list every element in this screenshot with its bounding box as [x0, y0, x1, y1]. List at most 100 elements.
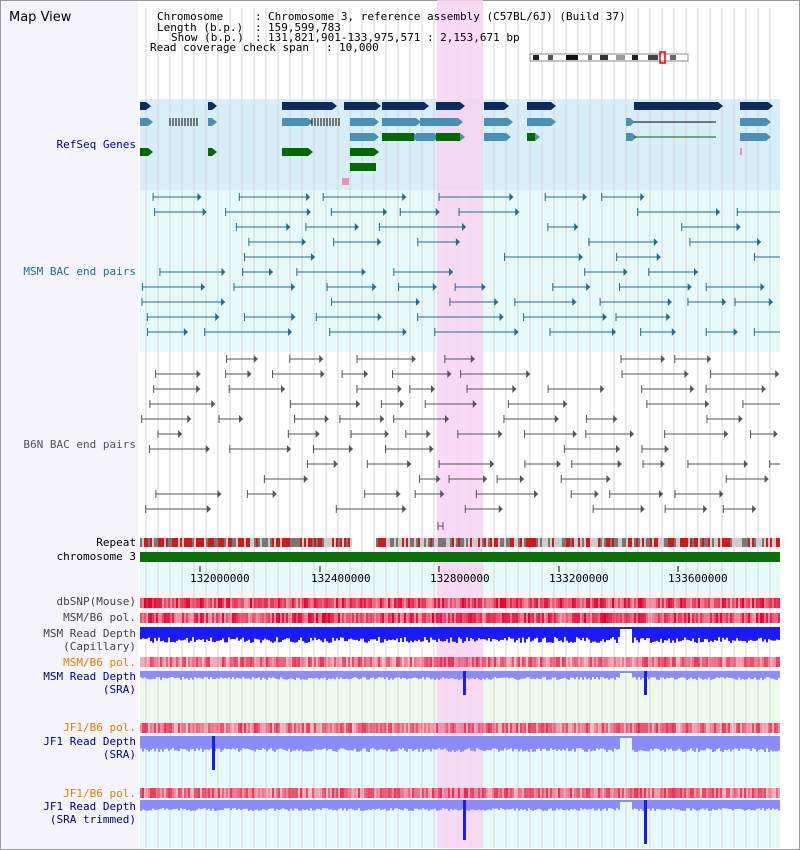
track-label-b6n-bac[interactable]: B6N BAC end pairs: [23, 438, 136, 451]
msm-sra-depth-bar: [424, 671, 426, 680]
jf1-sra-depth-bar: [454, 736, 456, 752]
msm-capillary-depth-bar: [756, 627, 758, 641]
jf1-pol-heat-cell: [606, 723, 608, 733]
track-label-refseq[interactable]: RefSeq Genes: [56, 138, 136, 151]
msm-pol-heat-cell: [210, 657, 212, 667]
jf1-pol-heat-cell: [536, 723, 538, 733]
jf1-pol-heat-cell: [342, 788, 344, 798]
track-label-jf1-pol-2[interactable]: JF1/B6 pol.: [63, 787, 136, 800]
msm-sra-depth-bar: [602, 671, 604, 678]
msm-capillary-depth-bar: [468, 627, 470, 642]
jf1-trimmed-depth-bar: [140, 800, 142, 811]
jf1-trimmed-depth-bar: [680, 800, 682, 811]
msm-pol-heat-cell: [584, 657, 586, 667]
gene-feature: [382, 118, 416, 126]
msm-pol-heat-cell: [562, 613, 564, 623]
jf1-sra-depth-bar: [504, 736, 506, 749]
repeat-element: [610, 538, 612, 547]
repeat-element: [202, 538, 204, 547]
jf1-sra-depth-bar: [194, 736, 196, 752]
msm-pol-heat-cell: [286, 613, 288, 623]
msm-capillary-depth-bar: [338, 627, 340, 641]
track-label-dbsnp[interactable]: dbSNP(Mouse): [56, 595, 136, 608]
jf1-pol-heat-cell: [166, 788, 168, 798]
jf1-pol-heat-cell: [438, 723, 440, 733]
gene-feature: [140, 118, 148, 126]
msm-pol-heat-cell: [544, 657, 546, 667]
msm-pol-heat-cell: [360, 657, 362, 667]
msm-sra-depth-bar: [218, 671, 220, 679]
track-label-msm-pol-2[interactable]: MSM/B6 pol.: [63, 656, 136, 669]
jf1-pol-heat-cell: [318, 788, 320, 798]
jf1-pol-heat-cell: [706, 788, 708, 798]
msm-pol-heat-cell: [620, 657, 622, 667]
track-label-jf1-depth-trimmed[interactable]: JF1 Read Depth: [43, 800, 136, 813]
msm-sra-depth-bar: [732, 671, 734, 679]
track-label-msm-depth-sra[interactable]: MSM Read Depth: [43, 670, 136, 683]
b6n-bac-pair-end: [440, 490, 445, 498]
jf1-pol-heat-cell: [336, 788, 338, 798]
msm-bac-pair-end: [215, 313, 220, 321]
jf1-sra-depth-bar: [500, 736, 502, 751]
jf1-sra-depth-bar: [242, 736, 244, 749]
msm-sra-depth-bar: [442, 671, 444, 678]
msm-pol-heat-cell: [596, 657, 598, 667]
dbsnp-heat-cell: [300, 598, 302, 608]
jf1-sra-depth-bar: [650, 736, 652, 749]
repeat-element: [630, 538, 632, 547]
jf1-pol-heat-cell: [646, 723, 648, 733]
jf1-sra-depth-bar: [634, 736, 636, 752]
msm-pol-heat-cell: [384, 657, 386, 667]
msm-sra-depth-bar: [458, 671, 460, 680]
jf1-trimmed-depth-bar: [492, 800, 494, 809]
jf1-trimmed-depth-bar: [290, 800, 292, 809]
msm-pol-heat-cell: [666, 657, 668, 667]
msm-sra-depth-bar: [522, 671, 524, 679]
msm-pol-heat-cell: [502, 657, 504, 667]
jf1-pol-heat-cell: [164, 723, 166, 733]
repeat-element: [218, 538, 220, 547]
jf1-trimmed-depth-bar: [630, 800, 632, 802]
msm-capillary-depth-bar: [158, 627, 160, 638]
msm-pol-heat-cell: [762, 657, 764, 667]
msm-capillary-depth-bar: [620, 627, 622, 629]
jf1-pol-heat-cell: [246, 723, 248, 733]
jf1-trimmed-depth-bar: [146, 800, 148, 811]
msm-pol-heat-cell: [676, 613, 678, 623]
jf1-trimmed-depth-bar: [634, 800, 636, 809]
jf1-sra-depth-bar: [666, 736, 668, 749]
msm-pol-heat-cell: [450, 657, 452, 667]
axis-tick-label: 132800000: [430, 572, 490, 585]
msm-capillary-depth-bar: [470, 627, 472, 638]
track-label-msm-pol-1[interactable]: MSM/B6 pol.: [63, 611, 136, 624]
track-label-jf1-depth-sra[interactable]: JF1 Read Depth: [43, 735, 136, 748]
msm-pol-heat-cell: [576, 657, 578, 667]
dbsnp-heat-cell: [372, 598, 374, 608]
track-label-chromosome[interactable]: chromosome 3: [56, 550, 136, 563]
dbsnp-heat-cell: [578, 598, 580, 608]
msm-pol-heat-cell: [564, 613, 566, 623]
msm-sra-depth-bar: [676, 671, 678, 680]
msm-pol-heat-cell: [396, 613, 398, 623]
track-label-msm-depth-capillary[interactable]: MSM Read Depth: [43, 627, 136, 640]
msm-capillary-depth-bar: [196, 627, 198, 640]
jf1-pol-heat-cell: [222, 788, 224, 798]
msm-capillary-depth-bar: [166, 627, 168, 643]
msm-capillary-depth-bar: [434, 627, 436, 640]
track-label-jf1-pol-1[interactable]: JF1/B6 pol.: [63, 721, 136, 734]
msm-pol-heat-cell: [684, 613, 686, 623]
jf1-pol-heat-cell: [258, 723, 260, 733]
track-label-msm-bac[interactable]: MSM BAC end pairs: [23, 265, 136, 278]
jf1-sra-depth-bar: [188, 736, 190, 752]
jf1-pol-heat-cell: [764, 723, 766, 733]
msm-pol-heat-cell: [456, 657, 458, 667]
msm-pol-heat-cell: [500, 613, 502, 623]
jf1-sra-depth-bar: [600, 736, 602, 749]
dbsnp-heat-cell: [558, 598, 560, 608]
jf1-trimmed-depth-bar: [616, 800, 618, 809]
track-label-repeat[interactable]: Repeat: [96, 536, 136, 549]
msm-pol-heat-cell: [532, 657, 534, 667]
b6n-bac-pair-end: [660, 355, 665, 363]
repeat-element: [262, 538, 264, 547]
